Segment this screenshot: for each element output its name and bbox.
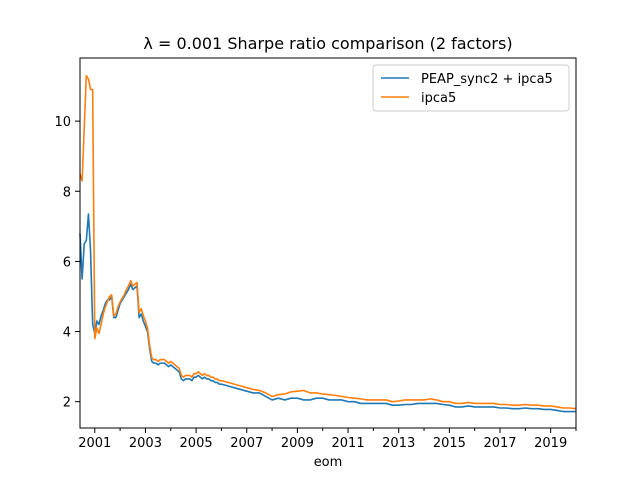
x-tick-label: 2003 [129, 436, 162, 451]
x-tick-label: 2005 [180, 436, 213, 451]
y-tick-label: 8 [63, 185, 71, 200]
y-tick-label: 4 [63, 326, 71, 341]
series-line-ipca5 [79, 74, 577, 410]
plot-area [79, 57, 577, 429]
x-tick-label: 2017 [483, 436, 516, 451]
legend: PEAP_sync2 + ipca5 ipca5 [372, 64, 570, 112]
chart-title: λ = 0.001 Sharpe ratio comparison (2 fac… [143, 34, 512, 53]
x-tick-label: 2001 [78, 436, 111, 451]
x-tick-label: 2007 [230, 436, 263, 451]
x-axis: 2001 2003 2005 2007 2009 2011 2013 2015 2017 2019 [78, 428, 577, 451]
series-line-peap-sync2-ipca5 [79, 213, 576, 413]
x-tick-label: 2015 [433, 436, 466, 451]
legend-entry-label: ipca5 [421, 91, 456, 106]
legend-box [372, 64, 570, 112]
y-tick-label: 6 [63, 255, 71, 270]
x-tick-label: 2011 [332, 436, 365, 451]
y-tick-label: 10 [54, 115, 71, 130]
legend-entry-label: PEAP_sync2 + ipca5 [421, 72, 553, 87]
y-axis: 2 4 6 8 10 [54, 115, 80, 411]
plot-frame [79, 57, 577, 429]
x-axis-label: eom [314, 455, 343, 470]
x-tick-label: 2019 [534, 436, 567, 451]
x-tick-label: 2013 [382, 436, 415, 451]
y-tick-label: 2 [63, 396, 71, 411]
series-lines [79, 74, 577, 413]
x-tick-label: 2009 [281, 436, 314, 451]
